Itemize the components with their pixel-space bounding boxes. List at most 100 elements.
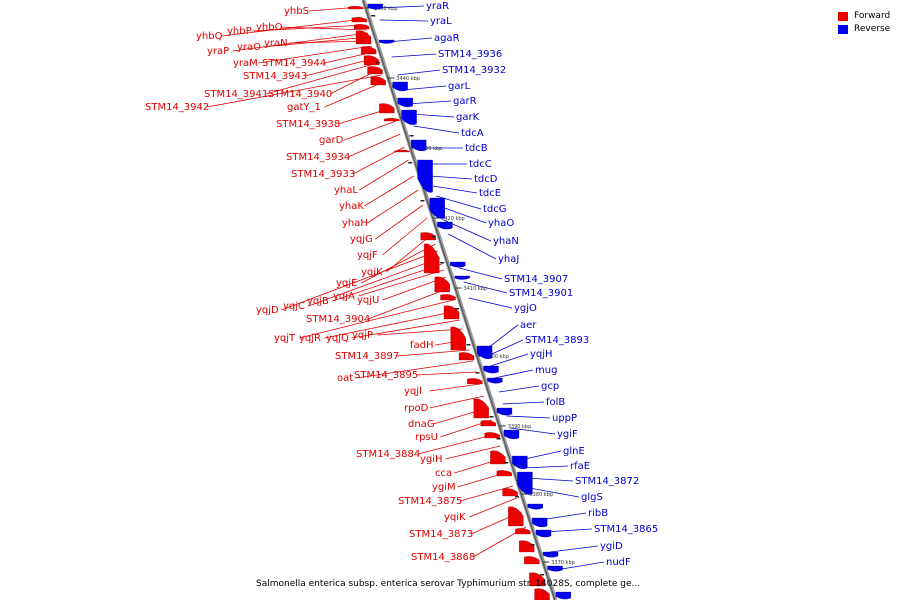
forward-gene-label[interactable]: yraM — [233, 58, 258, 69]
forward-gene-feature[interactable] — [443, 305, 460, 320]
reverse-gene-label[interactable]: nudF — [606, 557, 631, 568]
reverse-gene-label[interactable]: gcp — [541, 381, 559, 392]
reverse-gene-label[interactable]: ygjO — [514, 303, 537, 314]
reverse-gene-label[interactable]: tdcC — [469, 159, 492, 170]
forward-gene-feature[interactable] — [348, 5, 364, 10]
forward-gene-label[interactable]: STM14_3941 — [204, 89, 268, 100]
reverse-gene-label[interactable]: yhaO — [488, 218, 514, 229]
forward-gene-feature[interactable] — [450, 326, 466, 351]
forward-gene-label[interactable]: STM14_3873 — [409, 529, 473, 540]
reverse-gene-feature[interactable] — [454, 275, 470, 280]
forward-gene-feature[interactable] — [502, 488, 518, 497]
forward-gene-label[interactable]: yhbQ — [196, 31, 223, 42]
reverse-gene-feature[interactable] — [367, 3, 383, 10]
reverse-gene-feature[interactable] — [532, 517, 548, 528]
reverse-gene-label[interactable]: yhaN — [493, 236, 519, 247]
reverse-gene-label[interactable]: rfaE — [570, 461, 590, 472]
forward-gene-label[interactable]: ygiM — [432, 482, 456, 493]
forward-gene-label[interactable]: yhaH — [342, 218, 368, 229]
forward-gene-label[interactable]: yraO — [237, 42, 261, 53]
forward-gene-feature[interactable] — [434, 276, 450, 293]
reverse-gene-label[interactable]: mug — [535, 365, 557, 376]
reverse-gene-label[interactable]: garK — [456, 112, 480, 123]
reverse-gene-label[interactable]: aer — [520, 320, 537, 331]
forward-gene-label[interactable]: yqjP — [352, 330, 373, 341]
reverse-gene-feature[interactable] — [379, 39, 395, 44]
reverse-gene-feature[interactable] — [417, 159, 433, 193]
forward-gene-feature[interactable] — [379, 103, 395, 114]
forward-gene-label[interactable]: rpoD — [404, 403, 429, 414]
forward-gene-label[interactable]: cca — [435, 468, 452, 479]
forward-gene-label[interactable]: yqjQ — [326, 333, 349, 344]
reverse-gene-label[interactable]: STM14_3872 — [575, 476, 639, 487]
forward-gene-label[interactable]: yraP — [207, 46, 229, 57]
forward-gene-label[interactable]: ygiH — [420, 454, 443, 465]
forward-gene-label[interactable]: yhbS — [284, 6, 309, 17]
forward-gene-label[interactable]: STM14_3895 — [354, 370, 418, 381]
reverse-gene-feature[interactable] — [555, 591, 571, 600]
forward-gene-feature[interactable] — [496, 470, 512, 477]
forward-gene-label[interactable]: STM14_3938 — [276, 119, 340, 130]
forward-gene-feature[interactable] — [508, 506, 524, 527]
reverse-gene-label[interactable]: ygiD — [600, 541, 623, 552]
forward-gene-feature[interactable] — [384, 117, 400, 122]
reverse-gene-label[interactable]: STM14_3907 — [504, 274, 568, 285]
reverse-gene-label[interactable]: ygiF — [557, 429, 578, 440]
forward-gene-feature[interactable] — [367, 66, 383, 75]
forward-gene-label[interactable]: yqjK — [361, 267, 383, 278]
reverse-gene-feature[interactable] — [517, 471, 533, 495]
reverse-gene-label[interactable]: STM14_3901 — [509, 288, 573, 299]
forward-gene-feature[interactable] — [529, 572, 545, 587]
forward-gene-feature[interactable] — [515, 528, 531, 535]
reverse-gene-feature[interactable] — [512, 455, 528, 470]
reverse-gene-feature[interactable] — [487, 377, 503, 384]
reverse-gene-feature[interactable] — [397, 97, 413, 108]
forward-gene-label[interactable]: yhaL — [334, 185, 358, 196]
reverse-gene-label[interactable]: tdcD — [474, 174, 498, 185]
forward-gene-feature[interactable] — [519, 540, 535, 553]
reverse-gene-feature[interactable] — [429, 197, 445, 219]
forward-gene-feature[interactable] — [467, 378, 483, 385]
forward-gene-feature[interactable] — [360, 46, 377, 55]
forward-gene-feature[interactable] — [440, 294, 456, 301]
reverse-gene-label[interactable]: garR — [453, 96, 477, 107]
forward-gene-feature[interactable] — [353, 24, 370, 30]
forward-gene-label[interactable]: STM14_3897 — [335, 351, 399, 362]
reverse-gene-label[interactable]: STM14_3932 — [442, 65, 506, 76]
forward-gene-label[interactable]: yqjE — [336, 278, 357, 289]
reverse-gene-feature[interactable] — [450, 261, 466, 268]
forward-gene-label[interactable]: yqjR — [299, 333, 321, 344]
reverse-gene-label[interactable]: STM14_3865 — [594, 524, 658, 535]
forward-gene-label[interactable]: fadH — [410, 340, 434, 351]
reverse-gene-feature[interactable] — [437, 221, 453, 230]
reverse-gene-feature[interactable] — [392, 81, 408, 92]
forward-gene-label[interactable]: yraN — [264, 38, 288, 49]
forward-gene-feature[interactable] — [370, 76, 386, 86]
forward-gene-label[interactable]: yqjC — [283, 301, 305, 312]
reverse-gene-label[interactable]: yhaJ — [498, 254, 519, 265]
reverse-gene-label[interactable]: tdcE — [479, 188, 501, 199]
forward-gene-label[interactable]: dnaG — [408, 419, 435, 430]
forward-gene-feature[interactable] — [473, 398, 489, 419]
forward-gene-label[interactable]: yhbO — [256, 22, 283, 33]
forward-gene-label[interactable]: yhbP — [227, 26, 252, 37]
reverse-gene-label[interactable]: ribB — [588, 508, 608, 519]
forward-gene-feature[interactable] — [363, 55, 380, 66]
reverse-gene-feature[interactable] — [476, 345, 493, 360]
forward-gene-feature[interactable] — [355, 30, 372, 45]
forward-gene-feature[interactable] — [394, 149, 410, 153]
reverse-gene-label[interactable]: tdcG — [483, 204, 507, 215]
forward-gene-label[interactable]: STM14_3944 — [262, 58, 326, 69]
reverse-gene-label[interactable]: yraL — [430, 16, 452, 27]
forward-gene-label[interactable]: yqjF — [357, 250, 378, 261]
forward-gene-feature[interactable] — [524, 556, 540, 565]
forward-gene-feature[interactable] — [534, 588, 550, 600]
forward-gene-feature[interactable] — [458, 352, 475, 361]
reverse-gene-feature[interactable] — [496, 407, 513, 416]
forward-gene-label[interactable]: STM14_3875 — [398, 496, 462, 507]
forward-gene-label[interactable]: STM14_3940 — [268, 89, 332, 100]
reverse-gene-label[interactable]: folB — [546, 397, 565, 408]
forward-gene-label[interactable]: garD — [319, 135, 344, 146]
forward-gene-label[interactable]: STM14_3884 — [356, 449, 420, 460]
reverse-gene-feature[interactable] — [411, 139, 427, 152]
